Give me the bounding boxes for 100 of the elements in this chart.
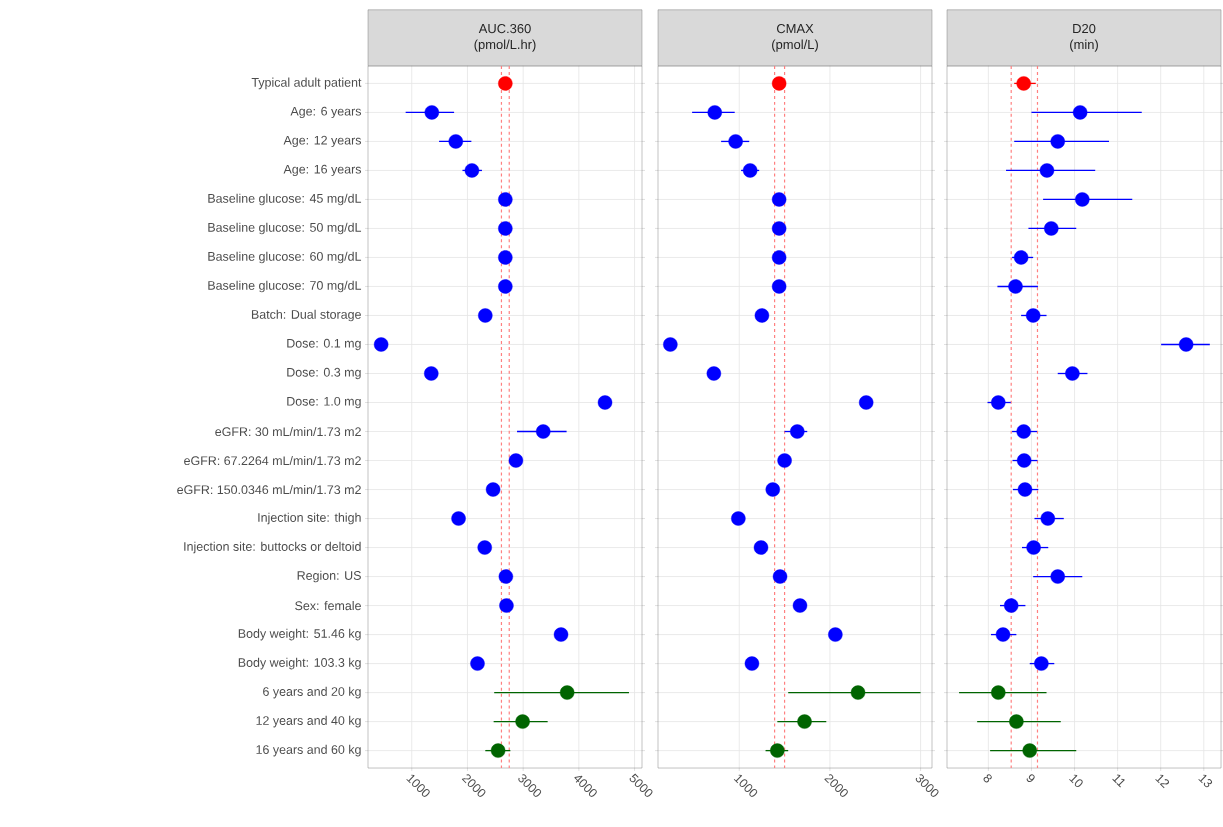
- point: [464, 163, 480, 178]
- y-tick-label: Dose: 1.0 mg: [287, 396, 361, 409]
- point: [1013, 250, 1029, 265]
- x-tick-label: 10: [1069, 774, 1083, 788]
- point: [728, 134, 743, 149]
- y-tick-label: Region: US: [297, 570, 361, 583]
- point: [1008, 279, 1023, 294]
- point: [991, 395, 1006, 410]
- chart-title: AUC.360: [478, 23, 531, 34]
- point: [424, 105, 440, 120]
- point: [772, 569, 788, 584]
- point: [777, 453, 792, 468]
- point: [597, 395, 613, 410]
- y-tick-label: eGFR: 30 mL/min/1.73 m2: [215, 426, 361, 437]
- y-tick-label: Age: 6 years: [290, 106, 362, 119]
- chart-subtitle: (pmol/L.hr): [474, 39, 536, 52]
- y-tick-label: Body weight: 51.46 kg: [238, 628, 361, 641]
- x-tick-label: 12: [1155, 774, 1170, 789]
- point: [499, 598, 514, 613]
- point: [373, 337, 389, 352]
- point: [797, 714, 812, 729]
- y-tick-label: Baseline glucose: 50 mg/dL: [208, 222, 362, 235]
- y-tick-label: Baseline glucose: 45 mg/dL: [208, 193, 362, 206]
- point: [790, 424, 805, 439]
- x-tick-label: 9: [1026, 774, 1035, 783]
- y-tick-label: Dose: 0.1 mg: [287, 338, 361, 351]
- point: [742, 163, 758, 178]
- point: [1040, 511, 1056, 526]
- point: [770, 743, 785, 758]
- point: [771, 279, 787, 294]
- point: [995, 627, 1011, 642]
- point: [451, 511, 466, 526]
- point: [850, 685, 866, 700]
- point: [771, 76, 787, 91]
- point: [498, 250, 513, 265]
- point: [792, 598, 808, 613]
- point: [1004, 598, 1019, 613]
- point: [515, 714, 530, 729]
- point: [508, 453, 524, 468]
- chart-title: D20: [1073, 23, 1096, 34]
- point: [1075, 192, 1090, 207]
- y-tick-label: 6 years and 20 kg: [263, 686, 361, 699]
- point: [771, 221, 787, 236]
- point: [1022, 743, 1037, 758]
- point: [765, 482, 780, 497]
- point: [1044, 221, 1059, 236]
- chart-subtitle: (min): [1070, 39, 1098, 52]
- point: [1016, 76, 1031, 91]
- point: [771, 192, 787, 207]
- point: [1026, 540, 1041, 555]
- y-tick-label: eGFR: 67.2264 mL/min/1.73 m2: [184, 455, 361, 466]
- y-tick-label: Injection site: buttocks or deltoid: [184, 541, 361, 554]
- y-tick-label: Age: 12 years: [283, 135, 362, 148]
- point: [744, 656, 760, 671]
- y-tick-label: Baseline glucose: 60 mg/dL: [208, 251, 362, 264]
- point: [1065, 366, 1080, 381]
- point: [536, 424, 551, 439]
- point: [1025, 308, 1041, 323]
- point: [663, 337, 678, 352]
- point: [559, 685, 575, 700]
- point: [1039, 163, 1055, 178]
- point: [731, 511, 746, 526]
- point: [553, 627, 569, 642]
- point: [498, 221, 513, 236]
- point: [991, 685, 1006, 700]
- point: [771, 250, 787, 265]
- point: [707, 105, 722, 120]
- point: [498, 192, 513, 207]
- point: [1072, 105, 1088, 120]
- point: [485, 482, 501, 497]
- point: [828, 627, 843, 642]
- point: [1016, 453, 1032, 468]
- point: [706, 366, 722, 381]
- point: [1016, 424, 1031, 439]
- point: [498, 76, 513, 91]
- point: [1009, 714, 1024, 729]
- y-tick-label: Injection site: thigh: [258, 512, 361, 525]
- point: [490, 743, 506, 758]
- point: [1034, 656, 1049, 671]
- point: [1050, 569, 1065, 584]
- y-tick-label: eGFR: 150.0346 mL/min/1.73 m2: [177, 484, 361, 495]
- chart-subtitle: (pmol/L): [772, 39, 818, 52]
- point: [470, 656, 485, 671]
- point: [754, 308, 770, 323]
- x-tick-label: 11: [1112, 774, 1125, 788]
- chart-title: CMAX: [776, 23, 814, 34]
- x-tick-label: 13: [1198, 774, 1213, 788]
- y-tick-label: 16 years and 60 kg: [256, 744, 361, 757]
- point: [1017, 482, 1033, 497]
- point: [1178, 337, 1194, 352]
- point: [1050, 134, 1065, 149]
- y-tick-label: Dose: 0.3 mg: [287, 367, 361, 380]
- y-tick-label: 12 years and 40 kg: [256, 715, 361, 728]
- y-tick-label: Typical adult patient: [251, 77, 362, 90]
- point: [448, 134, 463, 149]
- y-tick-label: Baseline glucose: 70 mg/dL: [208, 280, 362, 293]
- y-tick-label: Body weight: 103.3 kg: [238, 657, 361, 670]
- point: [858, 395, 874, 410]
- y-tick-label: Batch: Dual storage: [251, 309, 361, 322]
- y-tick-label: Sex: female: [295, 600, 361, 611]
